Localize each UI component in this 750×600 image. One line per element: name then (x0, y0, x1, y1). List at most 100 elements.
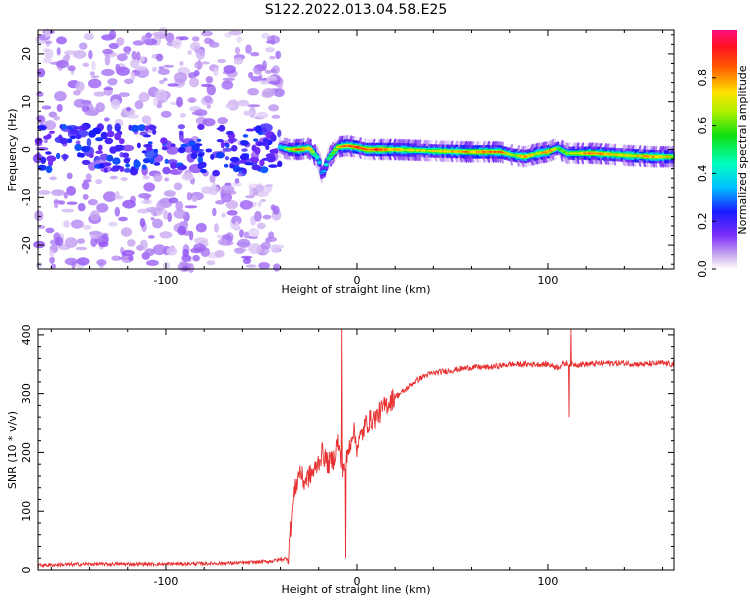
noise-blob (108, 42, 119, 50)
noise-blob-strong (112, 157, 121, 165)
noise-blob (257, 201, 262, 207)
noise-blob (38, 190, 51, 195)
noise-blob (217, 238, 228, 246)
noise-blob-strong (152, 129, 157, 135)
noise-blob (168, 197, 179, 204)
noise-blob (143, 182, 156, 192)
noise-blob (271, 114, 281, 119)
noise-blob (49, 250, 55, 257)
noise-blob-strong (268, 164, 278, 168)
noise-blob (179, 112, 186, 118)
noise-blob-strong (212, 169, 221, 177)
noise-blob (76, 257, 90, 266)
noise-blob (232, 181, 242, 187)
noise-blob (224, 32, 232, 38)
noise-blob-strong (238, 159, 247, 164)
noise-blob (234, 247, 245, 254)
noise-blob (111, 255, 122, 261)
noise-blob (163, 209, 168, 220)
noise-blob-strong (197, 123, 205, 130)
noise-blob-strong (153, 162, 161, 166)
noise-blob-strong (216, 139, 224, 143)
noise-blob-strong (198, 161, 207, 168)
noise-blob (201, 61, 210, 65)
noise-blob (159, 231, 173, 239)
noise-blob (163, 64, 175, 68)
noise-blob-strong (143, 144, 153, 148)
colorbar-label: Normalized spectral amplitude (736, 65, 749, 234)
noise-blob (122, 249, 135, 257)
noise-blob-strong (141, 150, 148, 154)
noise-blob (54, 91, 67, 102)
noise-blob (264, 249, 270, 253)
noise-blob (118, 216, 128, 222)
noise-blob-strong (266, 155, 276, 163)
carrier-cell (317, 161, 322, 164)
noise-blob-strong (114, 144, 123, 152)
noise-blob (70, 219, 84, 229)
noise-blob (73, 98, 87, 108)
noise-blob (256, 111, 269, 119)
noise-blob (165, 32, 175, 43)
colorbar-tick-label: 0.4 (696, 165, 709, 183)
noise-blob (277, 84, 283, 89)
noise-blob (249, 186, 254, 197)
colorbar-tick-label: 0.2 (696, 212, 709, 230)
carrier-cell (326, 157, 332, 160)
noise-blob (103, 191, 117, 202)
noise-blob (275, 50, 282, 60)
noise-blob (44, 40, 53, 45)
noise-blob (187, 50, 192, 56)
noise-blob-strong (92, 127, 102, 135)
noise-blob-strong (130, 166, 136, 172)
noise-blob (191, 111, 203, 116)
noise-blob (213, 223, 220, 233)
noise-blob (173, 72, 188, 83)
noise-blob (115, 63, 121, 72)
noise-blob (208, 41, 220, 48)
noise-blob (102, 48, 114, 55)
noise-blob (140, 199, 153, 205)
noise-blob (82, 224, 92, 230)
carrier-cell (330, 151, 336, 154)
noise-blob (75, 246, 88, 251)
noise-blob (248, 228, 260, 238)
noise-blob (191, 196, 198, 203)
noise-blob-strong (239, 153, 250, 161)
noise-blob (237, 100, 250, 107)
noise-blob-strong (66, 138, 73, 144)
noise-blob (66, 172, 73, 180)
noise-blob (81, 181, 90, 190)
noise-blob-strong (244, 162, 254, 166)
noise-blob (67, 65, 76, 72)
noise-blob (139, 208, 147, 213)
noise-blob (90, 75, 100, 79)
noise-blob (114, 190, 120, 200)
noise-blob (215, 200, 225, 205)
noise-blob (237, 173, 243, 177)
noise-blob (56, 60, 69, 69)
noise-blob (132, 40, 145, 46)
noise-blob-strong (70, 135, 76, 140)
noise-blob (262, 88, 276, 97)
noise-blob (234, 221, 240, 230)
noise-blob (155, 53, 164, 62)
noise-blob-strong (170, 143, 176, 147)
noise-blob-strong (190, 152, 198, 160)
noise-blob (186, 191, 192, 201)
noise-blob (48, 111, 57, 118)
noise-blob (177, 124, 185, 130)
noise-blob (225, 200, 239, 210)
noise-blob (188, 72, 197, 79)
noise-blob (159, 200, 168, 204)
noise-blob-strong (61, 124, 67, 130)
noise-blob-strong (270, 134, 277, 142)
heatmap-y-tick-label: -10 (20, 188, 33, 206)
noise-blob (152, 218, 163, 229)
noise-blob (213, 67, 219, 77)
noise-blob (188, 77, 200, 88)
noise-blob (181, 172, 194, 181)
noise-blob-strong (81, 159, 91, 165)
noise-blob (260, 198, 266, 203)
noise-blob-strong (242, 134, 249, 138)
